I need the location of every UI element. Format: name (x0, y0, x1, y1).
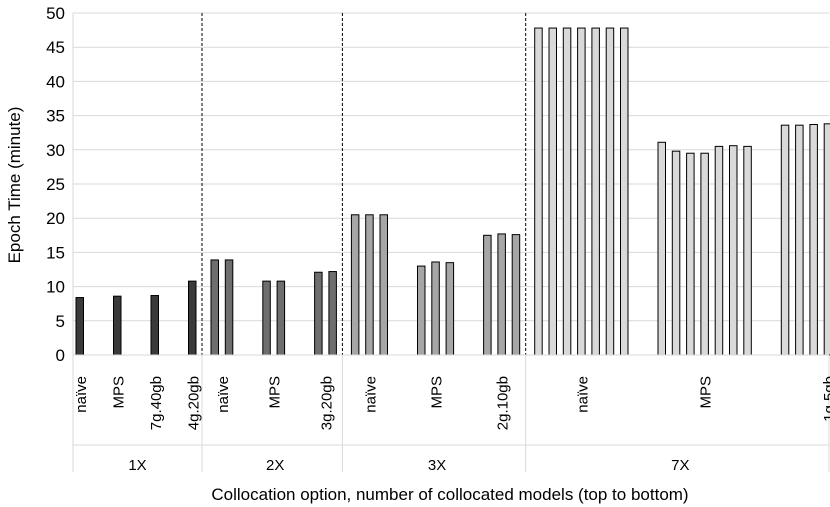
y-tick-label: 30 (46, 141, 65, 160)
group-label: 3X (428, 457, 446, 474)
y-tick-label: 35 (46, 107, 65, 126)
bar (562, 27, 572, 356)
category-label: MPS (110, 376, 127, 409)
bar (671, 150, 681, 356)
bar (795, 124, 804, 356)
bar (700, 152, 709, 356)
bar (328, 271, 337, 356)
bar (431, 261, 440, 356)
y-tick-label: 5 (56, 312, 65, 331)
category-label: 3g.20gb (319, 376, 336, 430)
bar (591, 27, 600, 356)
labels: 0 5 10 15 20 25 30 35 40 45 50 naïve MPS 7g.40gb 4g.20… (46, 4, 830, 474)
y-axis-title: Epoch Time (minute) (5, 107, 24, 264)
bars (75, 27, 830, 356)
bar (417, 265, 426, 356)
bar (823, 123, 830, 356)
bar (534, 27, 543, 356)
bar (780, 124, 790, 356)
bar (497, 233, 506, 356)
category-label: MPS (429, 376, 446, 409)
bar (75, 297, 84, 356)
group-label: 7X (671, 457, 689, 474)
group-label: 1X (128, 457, 146, 474)
bar (809, 123, 818, 356)
bar (729, 145, 738, 356)
category-label: naïve (215, 376, 232, 413)
bar (379, 214, 388, 356)
bar (445, 262, 455, 356)
y-tick-label: 20 (46, 209, 65, 228)
y-tick-label: 50 (46, 4, 65, 23)
y-tick-label: 45 (46, 38, 65, 57)
group-label: 2X (266, 457, 284, 474)
category-label: naïve (73, 376, 90, 413)
bar (548, 27, 557, 356)
bar (113, 295, 122, 356)
category-label: MPS (698, 376, 715, 409)
x-axis-title: Collocation option, number of collocated… (211, 485, 688, 504)
category-label: naïve (362, 376, 379, 413)
y-tick-label: 10 (46, 278, 65, 297)
bar (314, 271, 323, 356)
y-tick-label: 15 (46, 243, 65, 262)
bar (483, 234, 492, 356)
bar (686, 152, 695, 356)
y-tick-label: 25 (46, 175, 65, 194)
bar (262, 280, 271, 356)
bar (224, 259, 234, 356)
y-tick-label: 0 (56, 346, 65, 365)
y-tick-label: 40 (46, 72, 65, 91)
bar (511, 234, 521, 356)
bar (188, 280, 197, 356)
category-label: 4g.20gb (185, 376, 202, 430)
category-label: naïve (574, 376, 591, 413)
category-label: 2g.10gb (495, 376, 512, 430)
bar (577, 27, 586, 356)
bar (276, 280, 286, 356)
bar (714, 145, 724, 356)
bar (620, 27, 629, 356)
gridlines (73, 12, 829, 322)
bar (210, 259, 219, 356)
axes (72, 13, 830, 472)
bar (743, 145, 752, 356)
category-label: 1g.5gb (821, 376, 830, 422)
bar (365, 214, 374, 356)
bar (350, 214, 360, 356)
category-label: MPS (267, 376, 284, 409)
bar (605, 27, 615, 356)
bar (657, 141, 666, 356)
bar (150, 294, 159, 356)
category-label: 7g.40gb (148, 376, 165, 430)
